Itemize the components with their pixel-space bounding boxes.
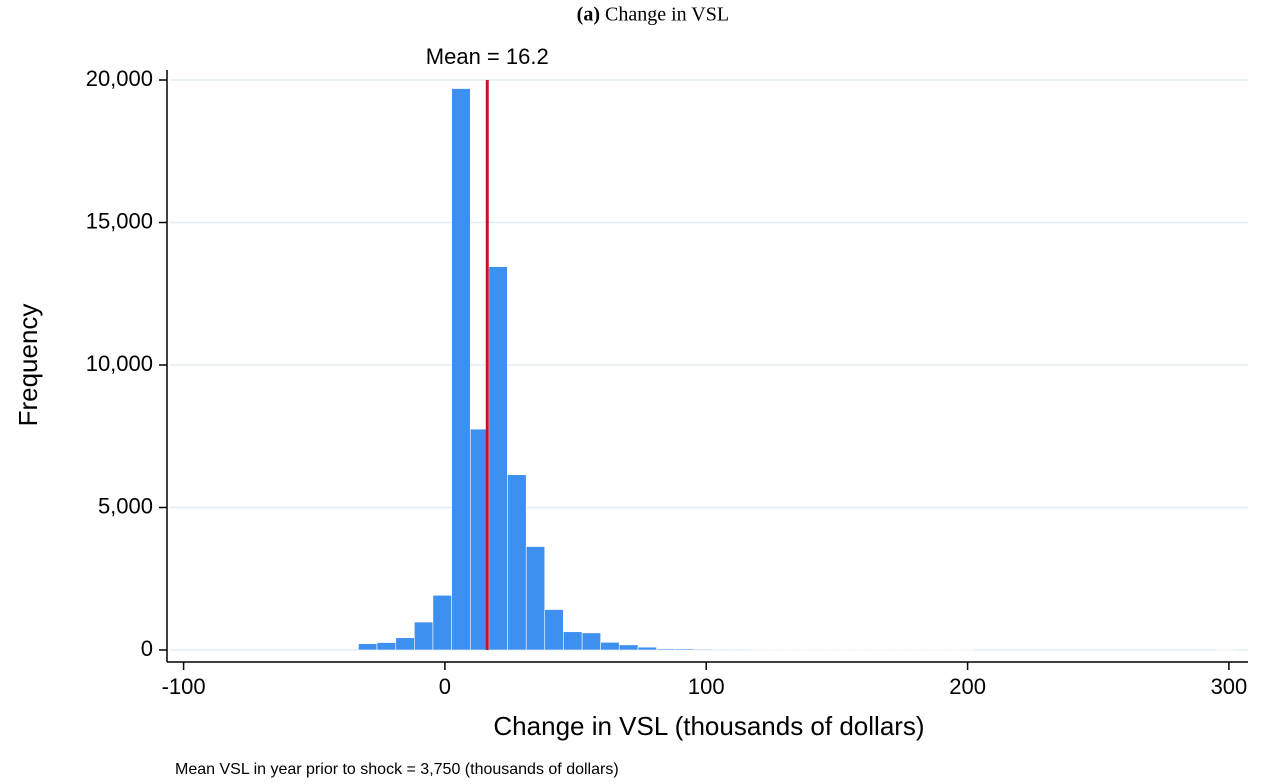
bar [581, 632, 601, 651]
x-tick-label: 100 [688, 674, 725, 699]
bar [376, 642, 397, 651]
bar [824, 649, 844, 651]
bar [805, 649, 825, 651]
y-axis-label: Frequency [13, 304, 43, 427]
mean-label: Mean = 16.2 [426, 44, 549, 69]
bar [712, 648, 732, 651]
x-tick-label: 0 [439, 674, 451, 699]
bar [861, 649, 881, 651]
y-tick-label: 10,000 [86, 351, 153, 376]
bar [600, 642, 620, 651]
bar [749, 649, 769, 651]
bar [935, 649, 956, 651]
bar [414, 621, 434, 651]
bar [637, 646, 657, 651]
bar [730, 648, 750, 651]
title-prefix: (a) [577, 4, 600, 26]
y-tick-label: 0 [141, 636, 153, 661]
x-tick-label: 200 [949, 674, 986, 699]
bar [898, 649, 918, 651]
bar [488, 266, 508, 651]
bar [563, 631, 583, 651]
bar [879, 649, 900, 651]
bar [451, 88, 471, 651]
bar [786, 649, 806, 651]
bar [693, 648, 713, 651]
chart-title: Change in VSL [605, 4, 729, 26]
x-tick-label: -100 [162, 674, 206, 699]
bar [768, 649, 788, 651]
bar [358, 643, 378, 651]
bar [618, 644, 639, 651]
y-tick-label: 5,000 [98, 493, 153, 518]
bar [656, 648, 676, 651]
bar [917, 649, 937, 651]
bar [674, 648, 695, 651]
bar [842, 649, 862, 651]
bar [544, 609, 564, 651]
x-tick-label: 300 [1211, 674, 1248, 699]
footnote: Mean VSL in year prior to shock = 3,750 … [175, 761, 619, 778]
bar [507, 474, 527, 651]
x-axis-label: Change in VSL (thousands of dollars) [493, 711, 924, 741]
y-tick-label: 15,000 [86, 208, 153, 233]
bar [525, 546, 546, 651]
bar [432, 594, 453, 651]
y-tick-label: 20,000 [86, 66, 153, 91]
bar [395, 637, 415, 651]
